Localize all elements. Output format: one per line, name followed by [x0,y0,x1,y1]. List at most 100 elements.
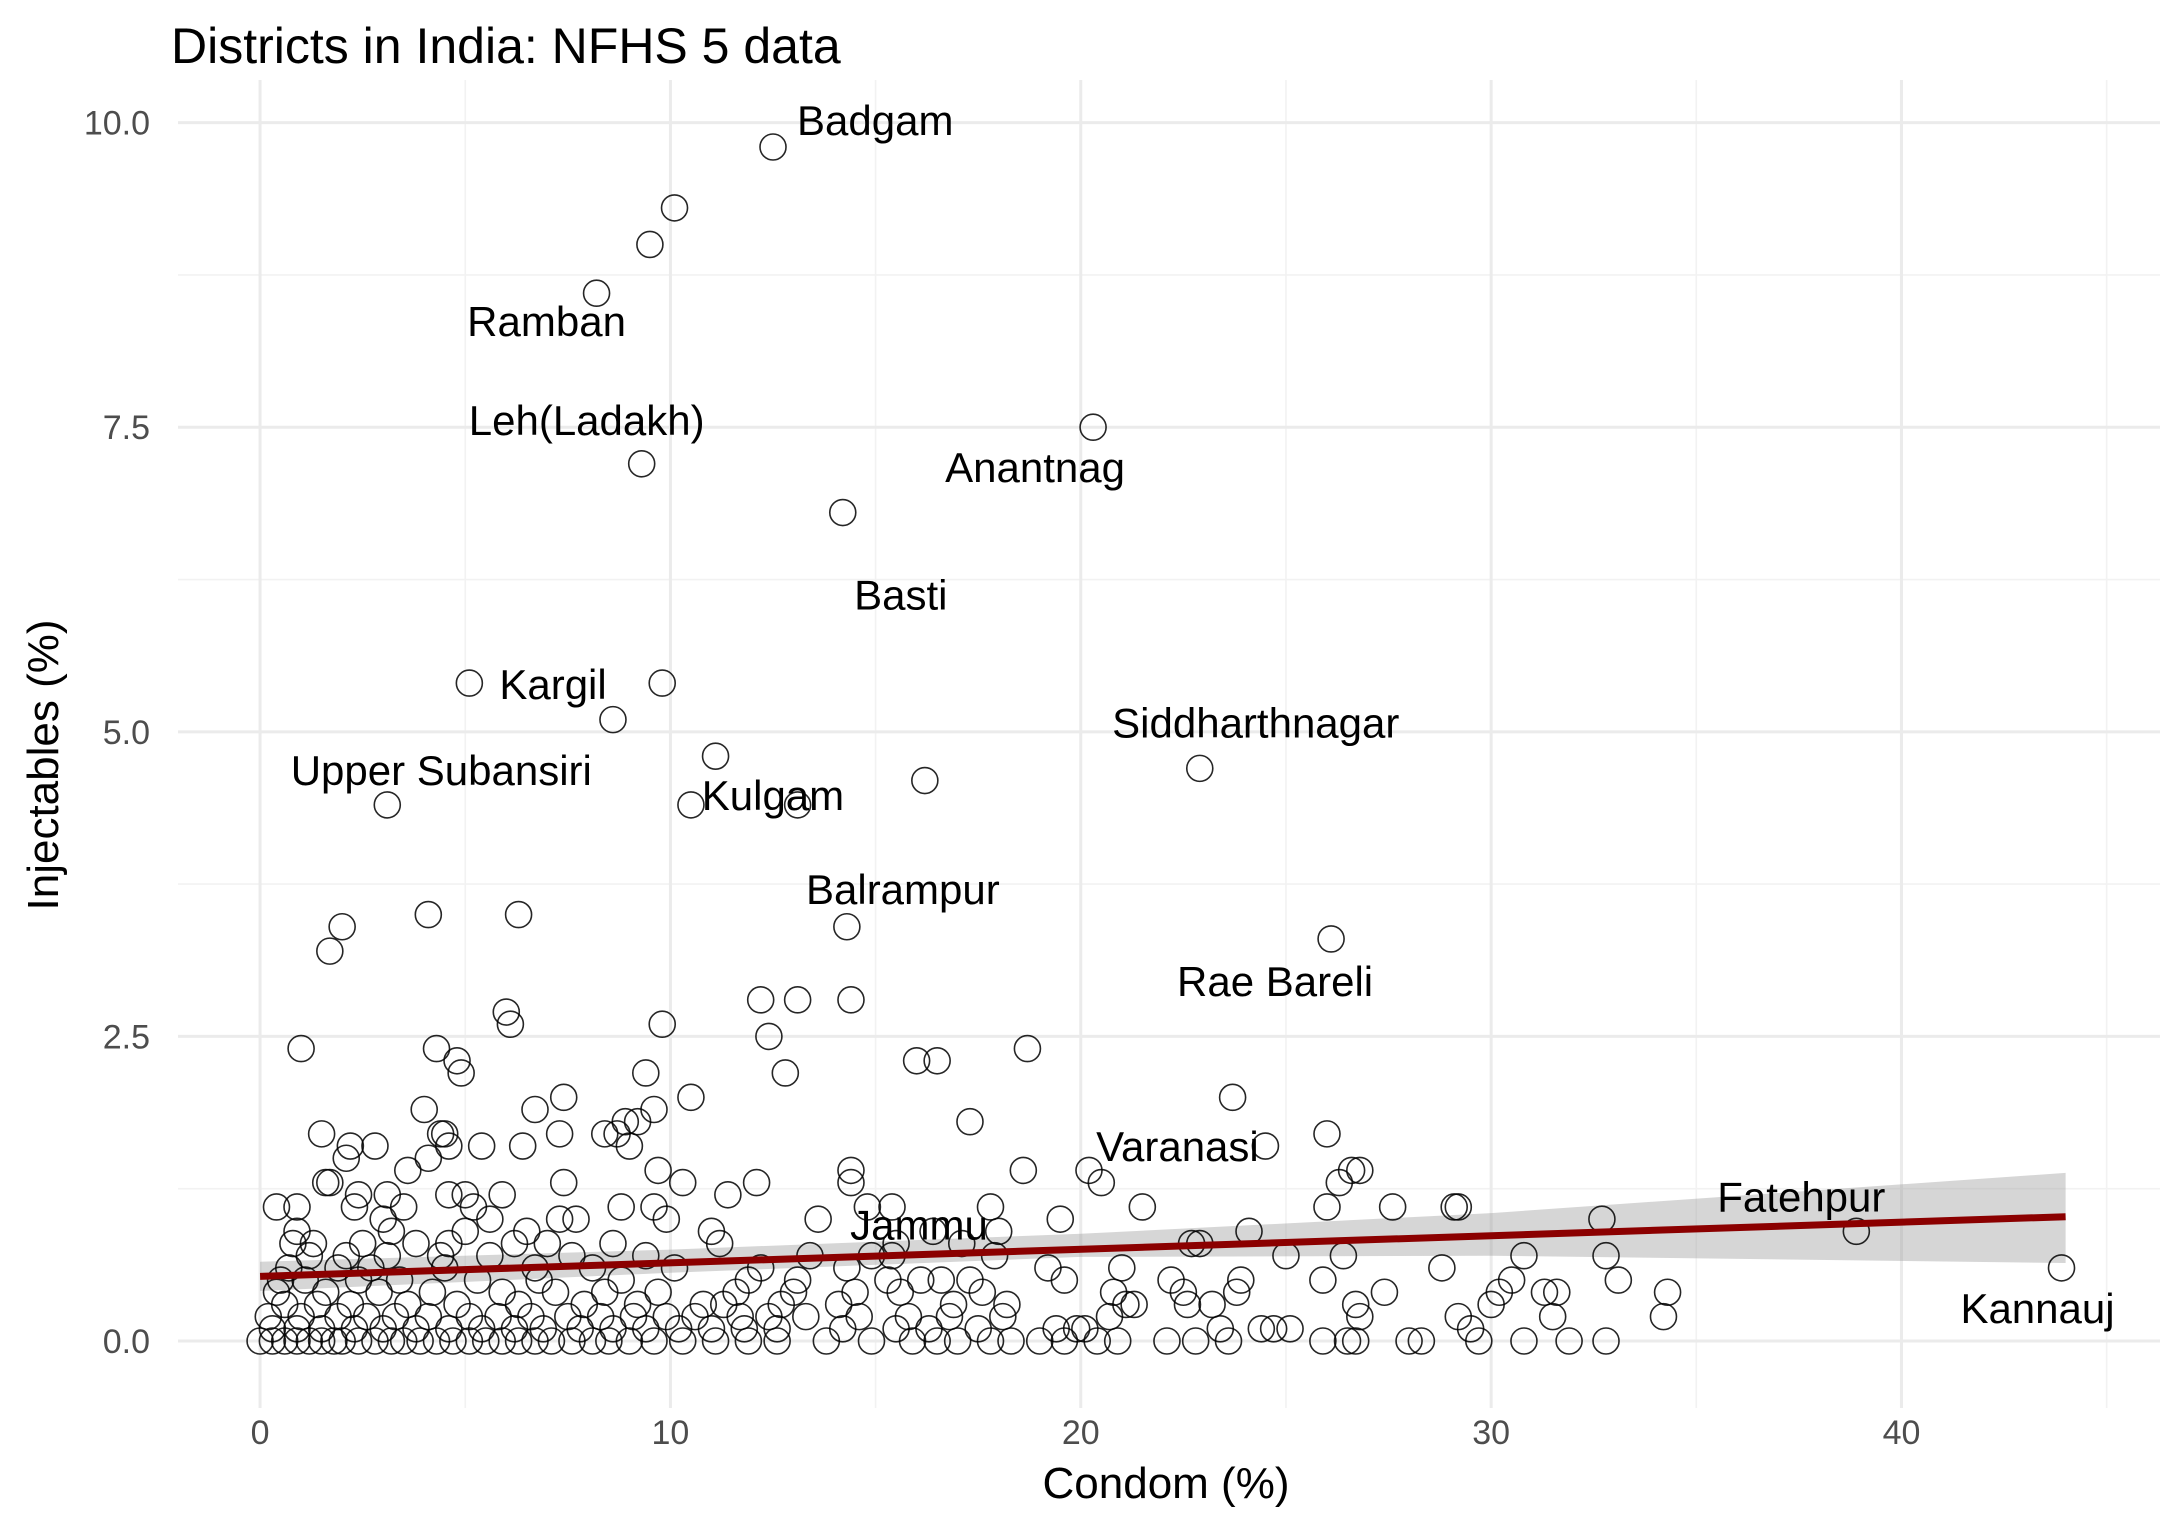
data-point [660,194,689,222]
chart-title: Districts in India: NFHS 5 data [171,18,841,74]
data-point [1222,1278,1251,1307]
regression-line [259,1213,2066,1280]
data-point [993,1290,1021,1319]
data-point [668,1327,697,1355]
point-label: Anantnag [945,444,1125,491]
point-label: Fatehpur [1717,1173,1885,1220]
data-point [734,1327,763,1355]
point-label: Balrampur [806,866,1000,913]
x-axis-title: Condom (%) [1043,1459,1290,1508]
data-point [549,1168,578,1197]
data-point [701,1327,730,1355]
data-point [1592,1327,1620,1355]
data-point [336,1132,365,1160]
point-label: Kargil [499,661,606,708]
data-point [291,1266,320,1294]
data-point [783,791,812,819]
data-point [1087,1168,1116,1197]
data-point [1276,1315,1304,1343]
data-point [763,1315,791,1343]
data-point [923,1046,951,1075]
data-point [644,1278,672,1307]
data-point [1103,1327,1132,1355]
data-point [1259,1315,1288,1343]
data-point [837,1156,865,1185]
data-point [640,1327,668,1355]
data-point [923,1327,951,1355]
data-point [590,1120,619,1148]
data-point [783,986,812,1014]
data-point [1341,1327,1370,1355]
data-point [783,1266,812,1294]
point-label: Basti [854,572,947,619]
data-point [578,1327,607,1355]
data-point [447,1059,475,1087]
data-point [1313,1120,1341,1148]
data-point [348,1229,377,1258]
data-point [1407,1327,1436,1355]
data-point [1333,1327,1362,1355]
data-point [389,1193,418,1221]
data-point [365,1278,393,1307]
data-point [956,1107,984,1136]
data-point [1538,1302,1567,1331]
data-point [1034,1254,1062,1282]
data-point [1095,1302,1124,1331]
y-tick-label: 0.0 [103,1323,150,1361]
data-point [389,1327,418,1355]
data-point [414,1144,443,1173]
data-point [1079,413,1107,442]
data-point [804,1205,832,1233]
data-point [1120,1290,1148,1319]
data-point [1214,1327,1243,1355]
data-point [545,1120,574,1148]
data-point [1346,1156,1374,1185]
x-tick-label: 40 [1883,1414,1921,1452]
data-point [410,1095,439,1124]
data-point [632,1241,660,1270]
y-axis-title: Injectables (%) [19,619,68,910]
data-point [1465,1327,1493,1355]
data-point [857,1327,886,1355]
data-point [418,1278,447,1307]
data-point [599,705,627,734]
data-point [258,1327,287,1355]
data-point [927,1266,956,1294]
data-point [648,669,677,697]
data-point [1251,1132,1280,1160]
data-point [1198,1290,1226,1319]
data-point [328,912,356,941]
point-label: Rae Bareli [1177,958,1373,1005]
data-point [730,1315,759,1343]
data-point [484,1302,512,1331]
data-point [919,1217,947,1246]
y-tick-label: 5.0 [103,714,150,752]
data-point [488,1327,516,1355]
point-label: Upper Subansiri [291,747,592,794]
data-point [878,1193,906,1221]
data-point [595,1327,623,1355]
data-point [1649,1302,1678,1331]
grid [178,80,2160,1408]
data-point [627,449,656,478]
data-point [1395,1327,1423,1355]
data-point [307,1120,336,1148]
data-point [1325,1168,1354,1197]
data-point [886,1278,915,1307]
tick-labels-layer: 0 10 20 30 40 0.0 2.5 5.0 7.5 10.0 [84,105,1921,1452]
data-point [373,791,402,819]
data-point [636,230,664,259]
data-point [1477,1290,1505,1319]
data-point [344,1327,373,1355]
data-point [262,1193,291,1221]
data-point [549,1083,578,1112]
data-point [1653,1278,1682,1307]
data-point [640,1095,668,1124]
data-point [467,1132,496,1160]
data-point [2047,1254,2076,1282]
data-point [615,1132,644,1160]
data-point [677,1083,705,1112]
data-point [828,498,857,527]
data-point [443,1046,471,1075]
y-tick-label: 10.0 [84,105,150,143]
